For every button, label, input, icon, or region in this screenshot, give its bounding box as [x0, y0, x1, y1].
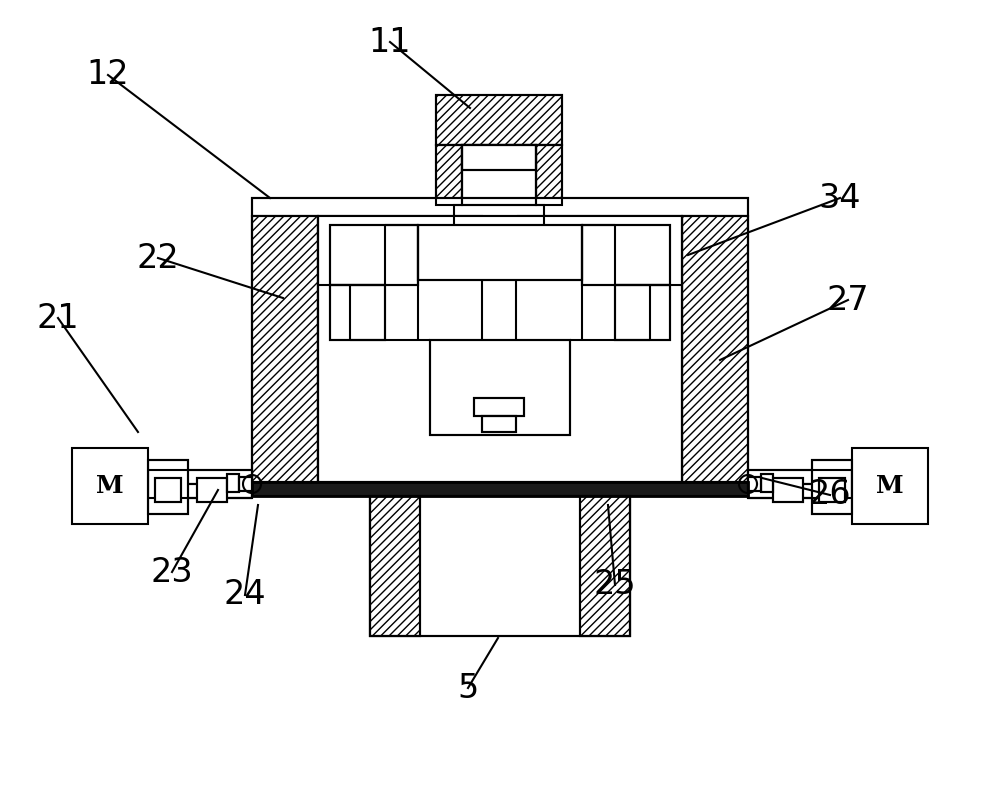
Text: 34: 34: [819, 181, 861, 214]
Bar: [330, 225, 418, 285]
Bar: [482, 416, 516, 432]
Bar: [330, 285, 385, 340]
Bar: [482, 416, 516, 432]
Text: 23: 23: [151, 555, 193, 589]
Bar: [773, 478, 803, 502]
Bar: [227, 474, 239, 492]
Bar: [462, 145, 536, 205]
Bar: [155, 478, 181, 502]
Bar: [748, 484, 852, 498]
Bar: [148, 484, 252, 498]
Bar: [474, 398, 524, 416]
Bar: [454, 205, 544, 235]
Bar: [812, 460, 852, 514]
Bar: [748, 477, 761, 491]
Bar: [436, 145, 462, 205]
Bar: [773, 478, 803, 502]
Bar: [812, 460, 852, 514]
Text: 5: 5: [457, 671, 479, 705]
Bar: [330, 225, 418, 285]
Bar: [148, 470, 252, 498]
Bar: [318, 216, 482, 488]
Bar: [462, 145, 536, 205]
Bar: [761, 474, 773, 492]
Bar: [252, 482, 748, 496]
Bar: [454, 205, 544, 235]
Bar: [197, 478, 227, 502]
Bar: [748, 477, 761, 491]
Text: 21: 21: [37, 301, 79, 335]
Bar: [682, 216, 748, 488]
Bar: [615, 285, 670, 340]
Bar: [430, 340, 570, 435]
Bar: [436, 95, 562, 145]
Bar: [582, 225, 670, 285]
Text: 25: 25: [594, 569, 636, 602]
Bar: [72, 448, 148, 524]
Bar: [436, 145, 462, 205]
Bar: [482, 235, 516, 420]
Bar: [436, 95, 562, 145]
Bar: [252, 482, 748, 496]
Bar: [536, 145, 562, 205]
Bar: [852, 448, 928, 524]
Text: 12: 12: [87, 58, 129, 92]
Bar: [430, 340, 570, 435]
Text: M: M: [96, 474, 124, 498]
Bar: [819, 478, 845, 502]
Bar: [370, 496, 630, 636]
Bar: [518, 216, 682, 488]
Bar: [148, 470, 252, 484]
Bar: [155, 478, 181, 502]
Bar: [482, 235, 516, 420]
Bar: [682, 216, 748, 488]
Bar: [252, 216, 318, 488]
Bar: [252, 198, 748, 216]
Text: 27: 27: [827, 284, 869, 316]
Bar: [239, 477, 252, 491]
Bar: [615, 285, 670, 340]
Bar: [148, 460, 188, 514]
Bar: [318, 216, 682, 488]
Bar: [761, 474, 773, 492]
Bar: [227, 474, 239, 492]
Bar: [582, 225, 670, 285]
Bar: [370, 496, 630, 636]
Bar: [330, 285, 385, 340]
Text: M: M: [876, 474, 904, 498]
Bar: [148, 460, 188, 514]
Bar: [370, 496, 420, 636]
Bar: [418, 225, 582, 280]
Bar: [370, 496, 420, 636]
Bar: [536, 145, 562, 205]
Bar: [252, 198, 748, 488]
Text: 26: 26: [809, 479, 851, 511]
Bar: [819, 478, 845, 502]
Bar: [239, 477, 252, 491]
Text: 11: 11: [369, 26, 411, 58]
Bar: [474, 398, 524, 416]
Bar: [197, 478, 227, 502]
Bar: [748, 470, 852, 484]
Bar: [580, 496, 630, 636]
Bar: [462, 145, 536, 170]
Text: 22: 22: [137, 241, 179, 275]
Bar: [252, 216, 318, 488]
Bar: [580, 496, 630, 636]
Bar: [418, 225, 582, 280]
Text: 24: 24: [224, 578, 266, 611]
Bar: [748, 470, 852, 498]
Bar: [252, 482, 748, 496]
Bar: [462, 145, 536, 170]
